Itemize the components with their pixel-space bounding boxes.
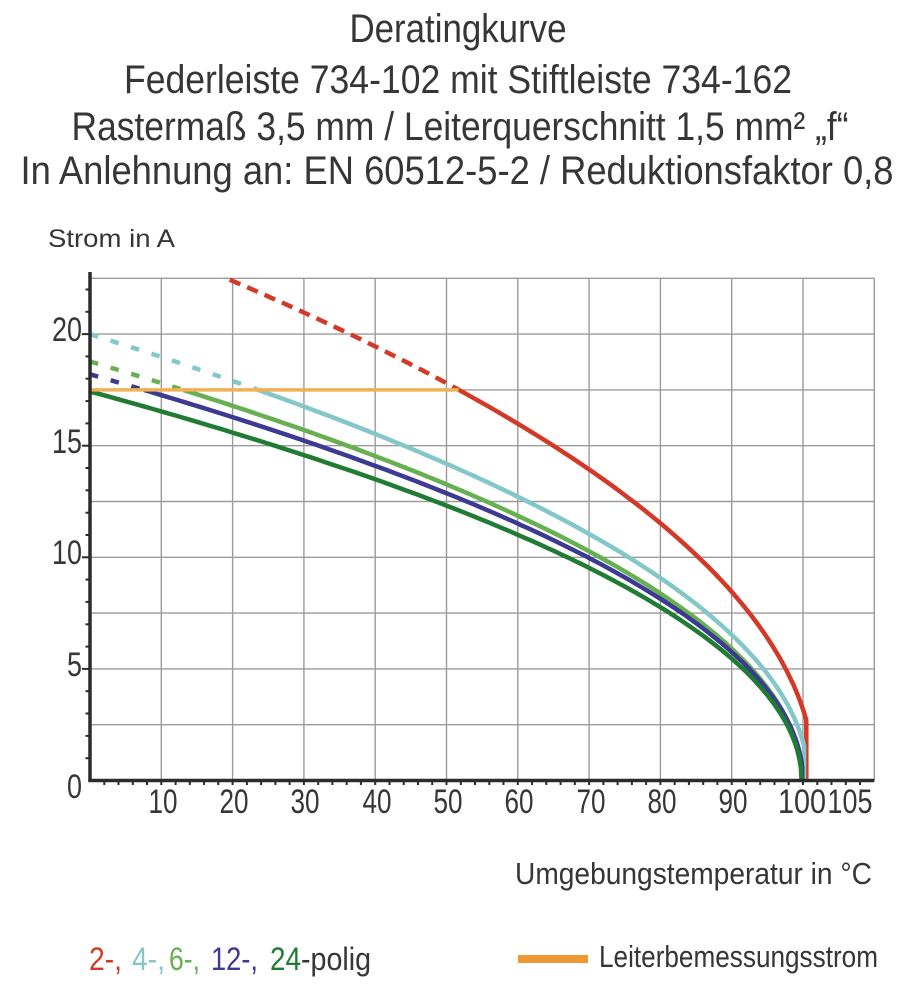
svg-text:70: 70 (577, 783, 606, 821)
svg-text:2-,: 2-, (89, 941, 122, 977)
svg-text:80: 80 (648, 783, 677, 821)
svg-text:0: 0 (67, 768, 82, 806)
svg-text:105: 105 (828, 783, 873, 821)
svg-text:30: 30 (291, 783, 320, 821)
svg-text:Umgebungstemperatur in °C: Umgebungstemperatur in °C (515, 856, 872, 891)
svg-text:40: 40 (363, 783, 392, 821)
svg-text:Federleiste 734-102 mit Stiftl: Federleiste 734-102 mit Stiftleiste 734-… (124, 58, 792, 102)
svg-text:5: 5 (67, 646, 82, 684)
svg-text:6-,: 6-, (169, 941, 200, 977)
svg-text:Strom in A: Strom in A (48, 225, 175, 253)
svg-text:In Anlehnung an: EN 60512-5-2: In Anlehnung an: EN 60512-5-2 / Reduktio… (21, 149, 894, 193)
svg-text:24: 24 (270, 941, 301, 977)
svg-text:20: 20 (220, 783, 249, 821)
svg-text:60: 60 (505, 783, 534, 821)
svg-text:15: 15 (52, 423, 82, 461)
svg-text:20: 20 (52, 311, 82, 349)
svg-text:10: 10 (52, 534, 82, 572)
svg-text:Rastermaß 3,5 mm / Leiterquers: Rastermaß 3,5 mm / Leiterquerschnitt 1,5… (72, 105, 849, 149)
svg-text:4-,: 4-, (132, 941, 165, 977)
svg-text:Leiterbemessungsstrom: Leiterbemessungsstrom (599, 939, 878, 974)
svg-text:50: 50 (434, 783, 463, 821)
svg-text:90: 90 (719, 783, 748, 821)
svg-text:100: 100 (778, 783, 826, 821)
svg-text:-polig: -polig (301, 941, 371, 977)
svg-text:10: 10 (149, 783, 178, 821)
svg-text:12-,: 12-, (211, 941, 258, 977)
svg-text:Deratingkurve: Deratingkurve (350, 7, 567, 51)
